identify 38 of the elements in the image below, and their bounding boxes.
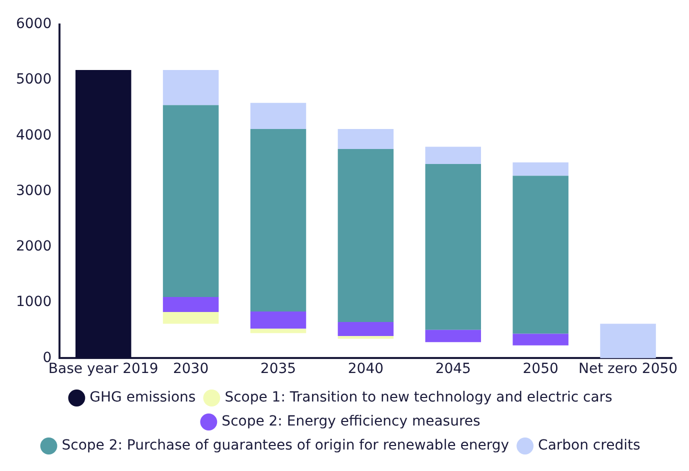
legend-label: GHG emissions [90,390,196,406]
x-tick-label: Net zero 2050 [578,361,678,378]
legend-label: Scope 2: Energy efficiency measures [222,414,480,430]
bar [425,330,482,342]
bar [162,312,219,324]
legend-label: Carbon credits [538,438,640,454]
x-tick-label: 2040 [348,361,384,378]
bar [600,324,656,358]
bar [425,146,482,164]
x-tick-label: 2050 [522,361,558,378]
y-tick-label: 6000 [16,16,52,32]
y-tick-label: 1000 [16,294,52,310]
bar [512,334,568,346]
bar [338,322,394,336]
bar [512,162,568,176]
bar [338,149,394,322]
legend-label: Scope 2: Purchase of guarantees of origin for renewable energy [62,438,510,454]
bar [250,128,306,312]
bar [512,176,568,334]
bar [162,70,219,106]
bar [250,328,306,334]
legend-label: Scope 1: Transition to new technology and electric cars [224,390,612,406]
y-tick-label: 2000 [16,238,52,255]
bar [162,105,219,298]
bar [162,297,219,312]
bar [250,311,306,329]
bar [425,164,482,330]
bar [250,102,306,129]
x-tick-label: 2045 [435,361,471,378]
x-tick-label: 2030 [172,361,209,378]
bar [75,70,132,358]
x-tick-label: Base year 2019 [48,361,158,378]
bar [338,336,394,339]
bar [338,128,394,150]
y-tick-label: 5000 [16,72,52,88]
x-tick-label: 2035 [260,361,296,378]
y-tick-label: 4000 [16,127,52,144]
y-tick-label: 3000 [16,182,52,199]
